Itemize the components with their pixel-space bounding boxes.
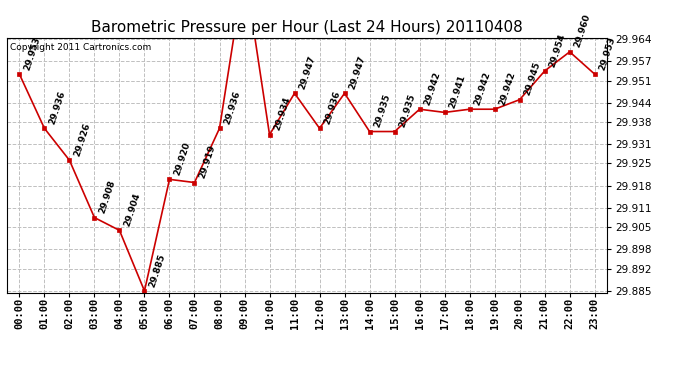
Text: 29.934: 29.934 (273, 96, 292, 132)
Text: 29.953: 29.953 (22, 35, 41, 71)
Text: 29.945: 29.945 (522, 61, 542, 97)
Text: 29.936: 29.936 (47, 90, 66, 126)
Text: 29.935: 29.935 (397, 93, 417, 129)
Text: 29.960: 29.960 (573, 13, 592, 49)
Text: 29.953: 29.953 (598, 35, 617, 71)
Text: 29.942: 29.942 (422, 70, 442, 106)
Text: 29.986: 29.986 (0, 374, 1, 375)
Text: 29.941: 29.941 (447, 74, 466, 110)
Text: 29.935: 29.935 (373, 93, 392, 129)
Text: 29.942: 29.942 (497, 70, 517, 106)
Text: 29.885: 29.885 (147, 252, 166, 288)
Text: 29.947: 29.947 (347, 54, 367, 90)
Text: 29.904: 29.904 (122, 192, 141, 228)
Text: Copyright 2011 Cartronics.com: Copyright 2011 Cartronics.com (10, 43, 151, 52)
Text: 29.942: 29.942 (473, 70, 492, 106)
Text: 29.919: 29.919 (197, 144, 217, 180)
Text: 29.926: 29.926 (72, 122, 92, 158)
Title: Barometric Pressure per Hour (Last 24 Hours) 20110408: Barometric Pressure per Hour (Last 24 Ho… (91, 20, 523, 35)
Text: 29.936: 29.936 (222, 90, 242, 126)
Text: 29.947: 29.947 (297, 54, 317, 90)
Text: 29.954: 29.954 (547, 32, 566, 68)
Text: 29.936: 29.936 (322, 90, 342, 126)
Text: 29.908: 29.908 (97, 179, 117, 215)
Text: 29.920: 29.920 (172, 141, 192, 177)
